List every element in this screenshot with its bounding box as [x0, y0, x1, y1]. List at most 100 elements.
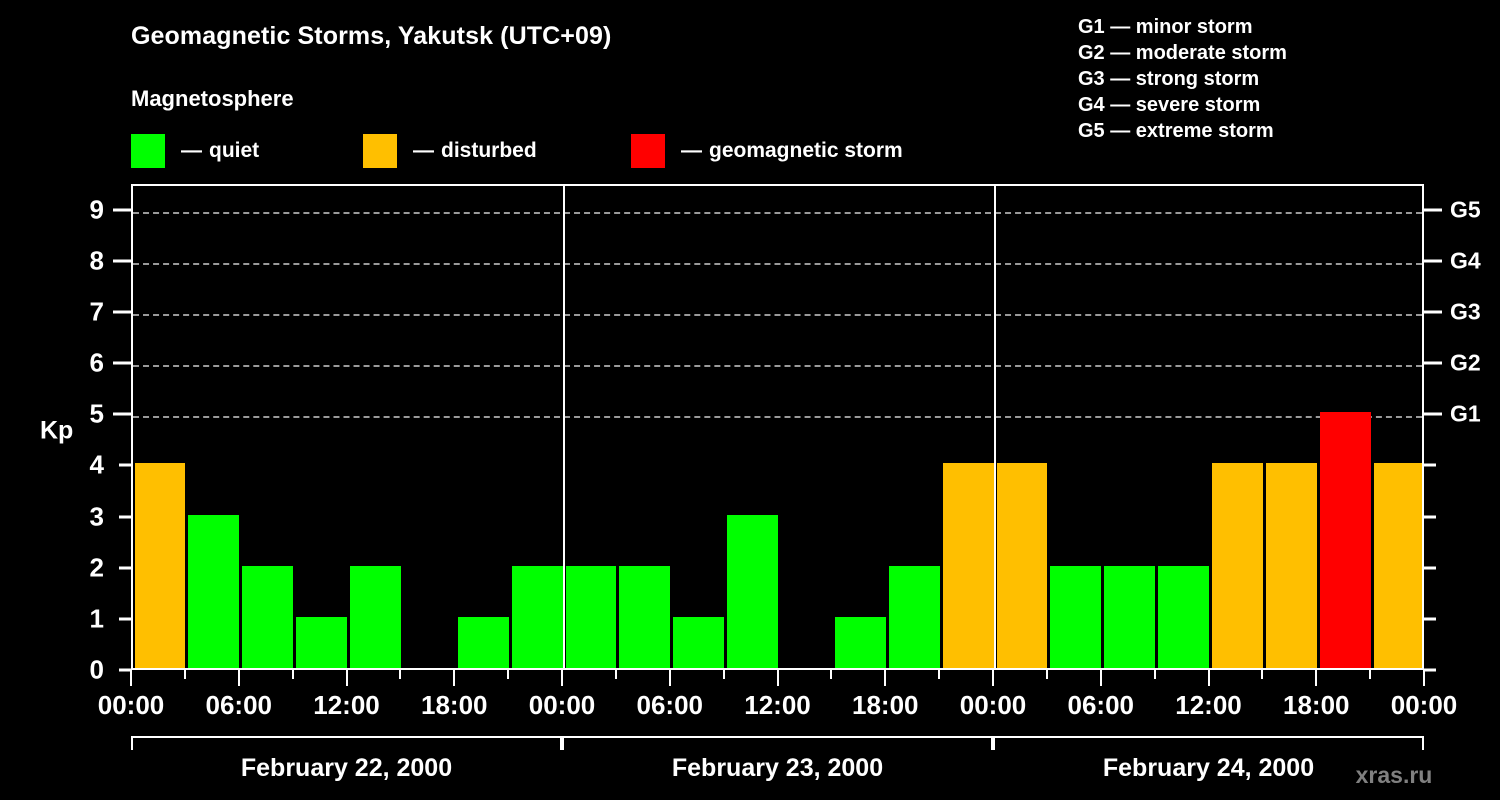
legend-swatch-quiet [131, 134, 165, 168]
x-axis-tick [830, 670, 833, 679]
bar[interactable] [565, 565, 617, 668]
g-legend-row-1: G1 — minor storm [1078, 16, 1253, 38]
x-axis-tick-label: 06:00 [1067, 690, 1135, 720]
y-axis-tick [119, 515, 131, 519]
x-axis-tick [291, 670, 294, 679]
g-axis-tick-label: G4 [1450, 247, 1481, 274]
x-axis-tick [1423, 670, 1425, 686]
bar[interactable] [673, 616, 725, 668]
x-axis-tick [345, 670, 348, 686]
bar[interactable] [1265, 463, 1317, 668]
x-axis-tick-label: 00:00 [959, 690, 1027, 720]
watermark: xras.ru [1355, 762, 1433, 788]
gridline-kp-7 [133, 313, 1422, 316]
y-axis-tick-label: 6 [89, 347, 104, 378]
legend-item-geomagnetic-storm[interactable]: — geomagnetic storm [631, 133, 903, 169]
y-axis-tick-label: 9 [89, 194, 104, 225]
y-axis-tick-label: 2 [89, 552, 104, 583]
x-axis-tick [776, 670, 779, 686]
bar[interactable] [1319, 412, 1371, 668]
x-axis-tick-label: 00:00 [97, 690, 165, 720]
bar[interactable] [619, 565, 671, 668]
x-axis-tick-label: 12:00 [1175, 690, 1242, 720]
y-axis-tick-label: 5 [89, 398, 104, 429]
y-axis-tick [119, 668, 131, 672]
x-axis-tick-label: 06:00 [205, 690, 273, 720]
bar[interactable] [996, 463, 1048, 668]
bar[interactable] [134, 463, 186, 668]
g-axis-minor-tick [1424, 515, 1436, 519]
g-axis-tick [1424, 208, 1442, 212]
page-title: Geomagnetic Storms, Yakutsk (UTC+09) [131, 22, 612, 50]
y-axis-tick-label: 8 [89, 245, 104, 276]
bar[interactable] [1212, 463, 1263, 668]
g-axis-tick-label: G5 [1450, 196, 1481, 223]
bar[interactable] [942, 463, 994, 668]
legend-label: quiet [209, 139, 260, 162]
gridline-kp-8 [133, 262, 1422, 265]
legend-dash: — [181, 139, 202, 162]
plot-inner [133, 186, 1422, 668]
chart-subtitle: Magnetosphere [131, 86, 294, 111]
day-label: February 23, 2000 [671, 754, 884, 782]
y-axis-title: Kp [40, 416, 74, 445]
day-separator [563, 186, 565, 668]
g-axis-tick-label: G1 [1450, 400, 1481, 427]
y-axis-tick [119, 617, 131, 621]
legend-dash: — [681, 139, 702, 162]
day-bracket [562, 736, 993, 750]
y-axis-tick [119, 566, 131, 570]
y-axis-tick [113, 412, 131, 416]
x-axis-tick [453, 670, 456, 686]
day-separator [994, 186, 996, 668]
bar[interactable] [457, 616, 509, 668]
bar[interactable] [834, 616, 886, 668]
bar[interactable] [188, 514, 240, 668]
day-bracket [131, 736, 562, 750]
g-axis-tick-label: G3 [1450, 298, 1481, 325]
x-axis-tick [183, 670, 186, 679]
bar[interactable] [1050, 565, 1102, 668]
x-axis-tick [1153, 670, 1156, 679]
x-axis-tick [668, 670, 671, 686]
y-axis-tick-label: 7 [89, 296, 104, 327]
x-axis-tick [1261, 670, 1264, 679]
legend-item-disturbed[interactable]: — disturbed [363, 133, 537, 169]
x-axis-tick-label: 12:00 [313, 690, 380, 720]
g-axis-tick [1424, 259, 1442, 263]
g-axis-tick [1424, 412, 1442, 416]
bar[interactable] [511, 565, 563, 668]
x-axis-tick-label: 06:00 [636, 690, 704, 720]
x-axis-tick-label: 00:00 [528, 690, 596, 720]
g-legend-row-5: G5 — extreme storm [1078, 120, 1274, 142]
bar[interactable] [350, 565, 401, 668]
bar[interactable] [1373, 463, 1422, 668]
y-axis-tick-label: 3 [89, 501, 104, 532]
bar[interactable] [296, 616, 347, 668]
g-axis-tick-label: G2 [1450, 349, 1481, 376]
legend-label: disturbed [441, 139, 537, 162]
bar[interactable] [1104, 565, 1156, 668]
x-axis-tick [130, 670, 132, 686]
x-axis-tick-label: 00:00 [1390, 690, 1458, 720]
x-axis-tick [1207, 670, 1210, 686]
gridline-kp-9 [133, 211, 1422, 214]
bar[interactable] [888, 565, 940, 668]
y-axis-tick [113, 310, 131, 314]
x-axis-tick [399, 670, 402, 679]
g-axis-minor-tick [1424, 668, 1436, 672]
bar[interactable] [727, 514, 778, 668]
day-label: February 22, 2000 [240, 754, 453, 782]
bar[interactable] [1158, 565, 1209, 668]
legend-item-quiet[interactable]: — quiet [131, 133, 259, 169]
x-axis-tick [1369, 670, 1372, 679]
x-axis-tick [561, 670, 563, 686]
g-axis-minor-tick [1424, 617, 1436, 621]
x-axis-tick [992, 670, 994, 686]
y-axis-tick [113, 208, 131, 212]
bar[interactable] [242, 565, 294, 668]
x-axis-tick [237, 670, 240, 686]
x-axis-tick [507, 670, 510, 679]
g-axis-tick [1424, 310, 1442, 314]
